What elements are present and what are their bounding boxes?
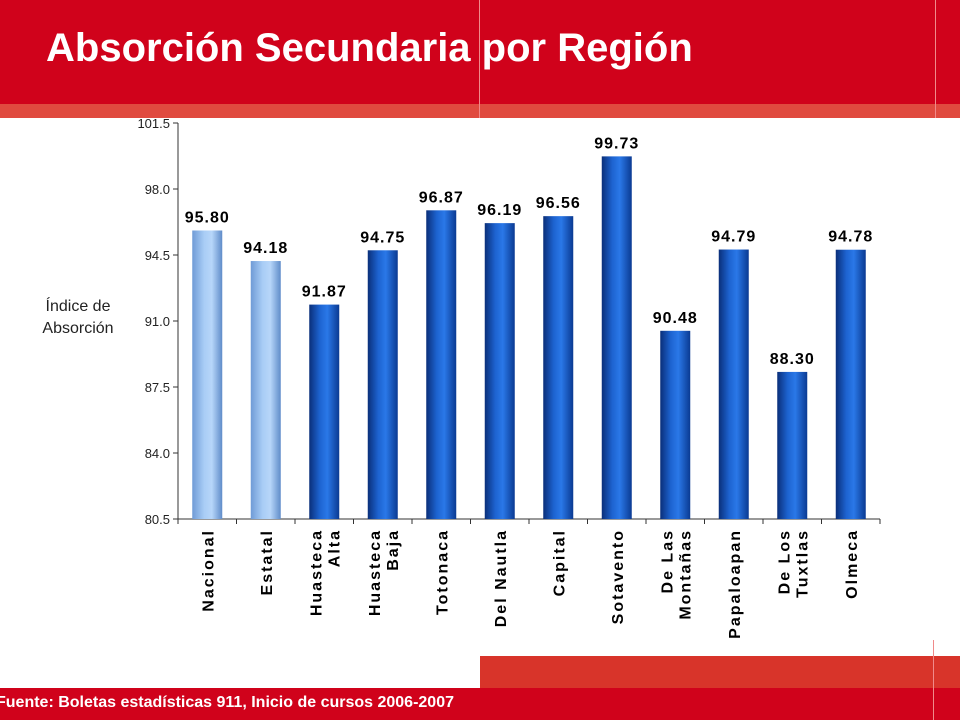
category-label: De Los <box>776 529 793 594</box>
category-label: Nacional <box>200 529 217 612</box>
category-label: Estatal <box>259 529 276 595</box>
page-title: Absorción Secundaria por Región <box>46 26 693 70</box>
category-label: Totonaca <box>434 529 451 615</box>
y-axis-title-line-1: Índice de <box>45 298 111 315</box>
bar-4 <box>426 210 457 519</box>
bar-chart: 80.5 84.0 87.5 91.0 94.5 98.0 101.5 95.80 Nacion… <box>137 118 881 639</box>
bar-9 <box>718 249 749 519</box>
y-tick-label: 87.5 <box>145 380 170 395</box>
category-label: Papaloapan <box>727 529 744 639</box>
y-tick-label: 80.5 <box>145 512 170 527</box>
bar-5 <box>484 223 515 519</box>
bar-7 <box>601 156 632 519</box>
bar-10 <box>777 371 808 519</box>
category-label: Montañas <box>677 529 694 620</box>
value-label: 90.48 <box>653 310 698 327</box>
value-label: 94.18 <box>243 240 288 257</box>
header-stripe <box>0 104 960 118</box>
value-label: 96.19 <box>477 202 522 219</box>
category-label: Alta <box>326 529 343 567</box>
value-label: 96.56 <box>536 195 581 212</box>
value-label: 88.30 <box>770 351 815 368</box>
value-label: 94.79 <box>711 229 756 246</box>
y-axis-title: Índice de Absorción <box>14 296 142 340</box>
y-tick-label: 84.0 <box>145 446 170 461</box>
y-tick-label: 91.0 <box>145 314 170 329</box>
y-tick-label: 94.5 <box>145 248 170 263</box>
y-tick-label: 98.0 <box>145 182 170 197</box>
category-label: Olmeca <box>844 529 861 599</box>
value-label: 91.87 <box>302 284 347 301</box>
bar-1 <box>250 261 281 519</box>
bar-8 <box>660 330 691 519</box>
bar-2 <box>309 304 340 519</box>
value-label: 96.87 <box>419 189 464 206</box>
footer-accent-block <box>480 656 960 688</box>
source-note: Fuente: Boletas estadísticas 911, Inicio… <box>0 694 454 711</box>
value-label: 99.73 <box>594 135 639 152</box>
value-label: 94.75 <box>360 229 405 246</box>
value-label: 95.80 <box>185 209 230 226</box>
header-divider-right <box>935 0 936 118</box>
category-label: Del Nautla <box>493 529 510 627</box>
category-label: De Las <box>659 529 676 593</box>
bar-6 <box>543 216 574 519</box>
category-label: Sotavento <box>610 529 627 624</box>
bar-11 <box>835 249 866 519</box>
header-divider <box>479 0 480 118</box>
category-label: Huasteca <box>308 529 325 616</box>
footer-band <box>0 688 960 720</box>
y-tick-label: 101.5 <box>137 118 170 131</box>
bar-3 <box>367 250 398 520</box>
category-label: Baja <box>385 529 402 571</box>
bar-0 <box>192 230 223 519</box>
category-label: Tuxtlas <box>794 529 811 598</box>
footer-divider <box>933 640 934 720</box>
header-band <box>0 0 960 104</box>
category-label: Capital <box>551 529 568 596</box>
value-label: 94.78 <box>828 229 873 246</box>
category-label: Huasteca <box>367 529 384 616</box>
y-axis-title-line-2: Absorción <box>42 320 114 337</box>
